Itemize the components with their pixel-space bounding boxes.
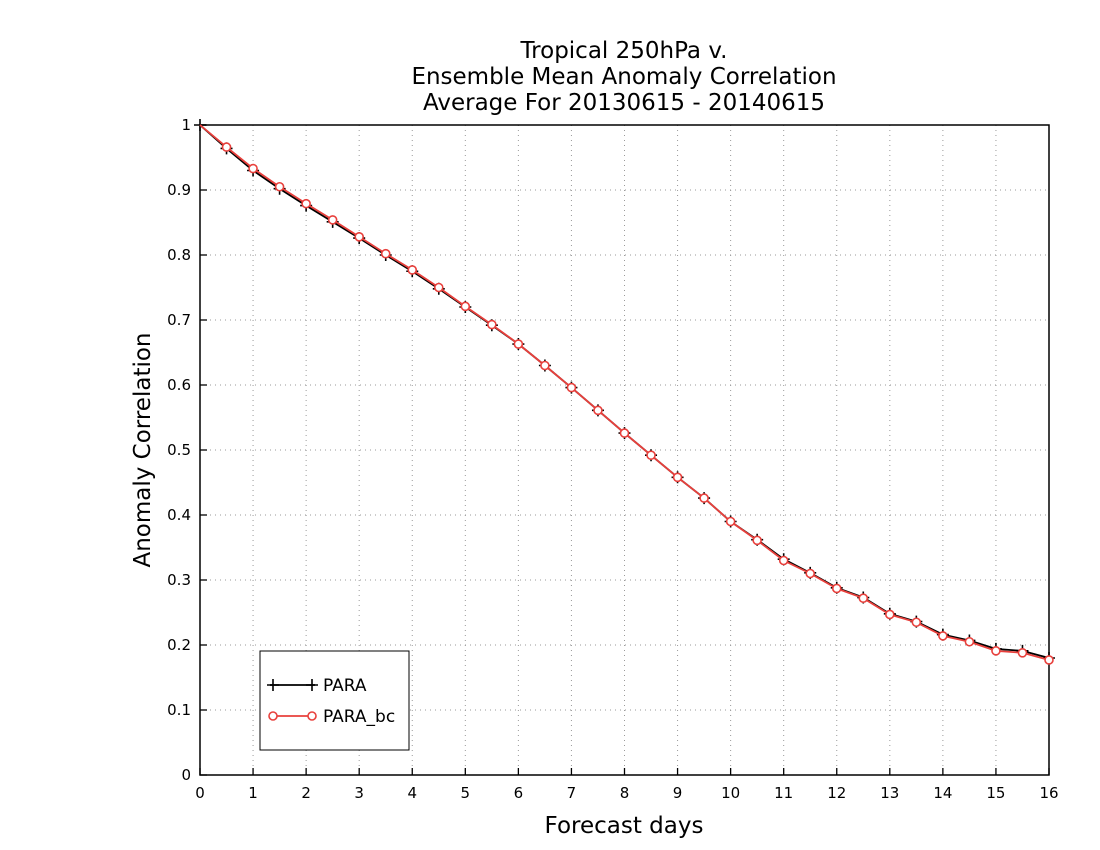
data-point <box>380 248 391 259</box>
y-tick-label: 0 <box>181 766 191 784</box>
y-tick-label: 0.6 <box>167 376 191 394</box>
y-tick-label: 1 <box>181 116 191 134</box>
data-point <box>274 181 285 192</box>
series-line <box>199 124 1050 659</box>
data-point <box>540 360 550 371</box>
legend-marker <box>267 679 279 691</box>
y-tick-label: 0.3 <box>167 571 191 589</box>
data-point <box>460 301 471 312</box>
x-tick-label: 13 <box>880 784 899 802</box>
axis-ticks: 0 1 2 3 4 5 6 7 8 9 10 11 12 13 14 15 1600.10.20.30.40.5… <box>167 116 1058 802</box>
data-point <box>778 555 789 566</box>
legend-marker <box>306 679 318 691</box>
x-tick-label: 3 <box>354 784 364 802</box>
x-tick-label: 0 <box>195 784 205 802</box>
data-point <box>805 568 816 579</box>
data-point <box>725 516 736 527</box>
legend-marker <box>307 711 317 721</box>
data-point <box>831 583 842 594</box>
x-tick-label: 10 <box>721 784 740 802</box>
data-point <box>354 232 364 242</box>
data-point <box>433 282 444 293</box>
data-point <box>938 631 948 641</box>
data-point <box>752 535 762 546</box>
data-point <box>619 428 630 438</box>
y-tick-label: 0.8 <box>167 246 191 264</box>
y-axis-label: Anomaly Correlation <box>130 332 156 567</box>
x-tick-label: 2 <box>301 784 311 802</box>
x-tick-label: 8 <box>620 784 630 802</box>
data-point <box>991 646 1001 656</box>
data-point <box>248 163 258 174</box>
chart-title-line-1: Tropical 250hPa v. <box>520 38 728 64</box>
y-tick-label: 0.2 <box>167 636 191 654</box>
data-point <box>699 493 709 503</box>
data-point <box>964 636 975 647</box>
chart-title-line-3: Average For 20130615 - 20140615 <box>423 90 825 116</box>
x-tick-label: 1 <box>248 784 258 802</box>
data-point <box>593 405 603 416</box>
legend-label: PARA <box>323 676 367 696</box>
x-tick-label: 14 <box>933 784 952 802</box>
chart-title-line-2: Ensemble Mean Anomaly Correlation <box>411 64 836 90</box>
x-tick-label: 15 <box>986 784 1005 802</box>
grid-lines <box>200 125 1049 775</box>
legend-marker <box>268 711 278 721</box>
legend: PARA PARA_bc <box>259 650 410 751</box>
data-point <box>301 198 311 209</box>
data-point <box>858 593 869 604</box>
data-point <box>911 617 922 628</box>
x-tick-label: 6 <box>514 784 524 802</box>
x-axis-label: Forecast days <box>545 813 704 839</box>
y-tick-label: 0.7 <box>167 311 191 329</box>
data-point <box>566 382 577 393</box>
series-lines <box>194 119 1055 665</box>
data-point <box>885 609 895 620</box>
legend-box <box>259 650 410 751</box>
y-tick-label: 0.4 <box>167 506 191 524</box>
data-point <box>1017 647 1028 658</box>
data-point <box>407 265 418 275</box>
y-tick-label: 0.1 <box>167 701 191 719</box>
x-tick-label: 4 <box>407 784 417 802</box>
y-tick-label: 0.9 <box>167 181 191 199</box>
x-tick-label: 7 <box>567 784 577 802</box>
x-tick-label: 9 <box>673 784 683 802</box>
x-tick-label: 12 <box>827 784 846 802</box>
legend-label: PARA_bc <box>323 707 395 727</box>
data-point <box>487 319 497 330</box>
data-point <box>513 339 524 349</box>
data-point <box>646 450 656 461</box>
x-tick-label: 5 <box>461 784 471 802</box>
series-para-bc <box>199 124 1054 665</box>
data-point <box>327 215 338 225</box>
y-tick-label: 0.5 <box>167 441 191 459</box>
data-point <box>1044 655 1054 665</box>
x-tick-label: 16 <box>1039 784 1058 802</box>
data-point <box>221 142 232 152</box>
x-tick-label: 11 <box>774 784 793 802</box>
data-point <box>672 472 683 483</box>
